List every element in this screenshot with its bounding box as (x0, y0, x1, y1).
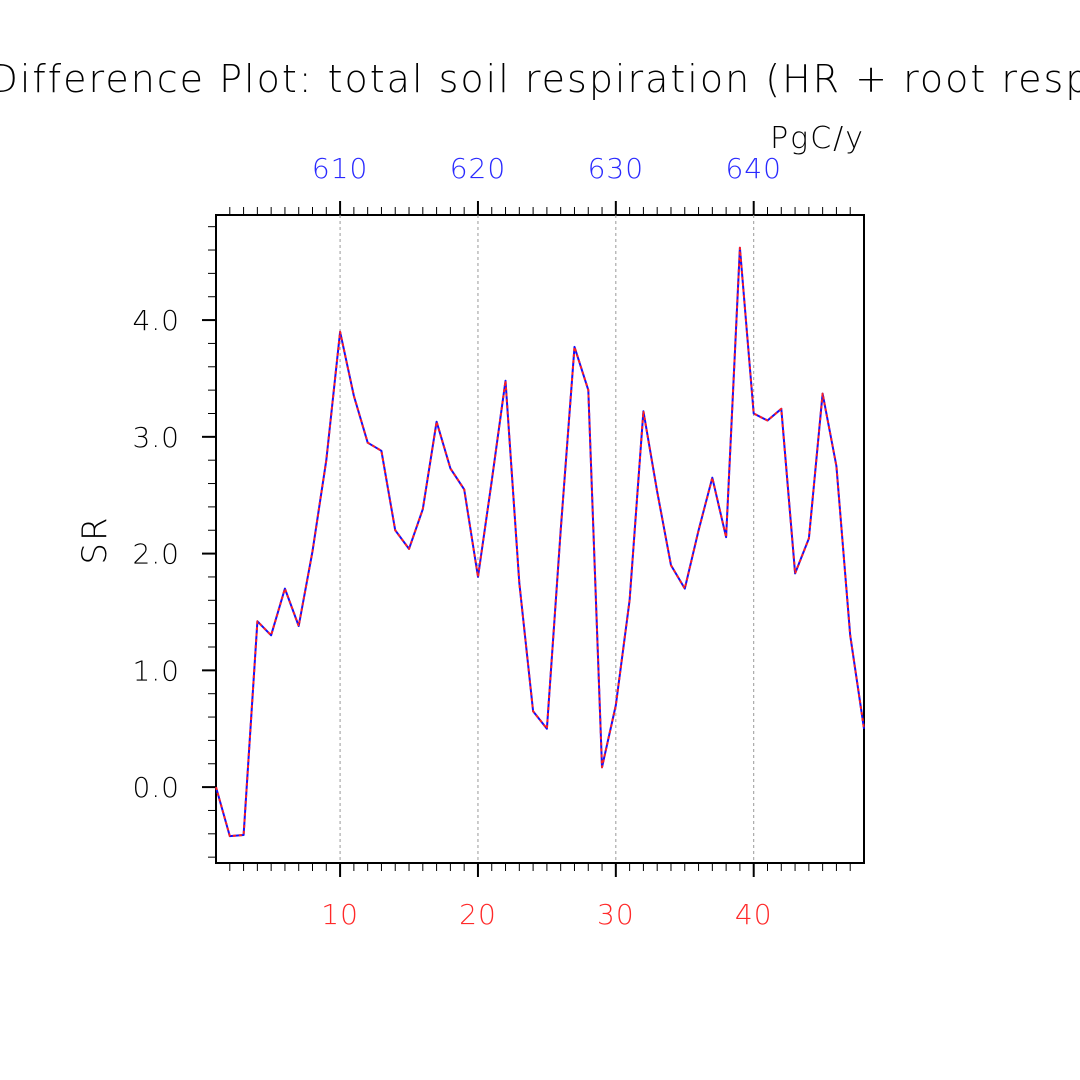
y-tick-label: 1.0 (132, 654, 180, 687)
y-axis-label: SR (75, 515, 115, 564)
series-line-blue (215, 246, 865, 838)
x-tick-label-bottom: 20 (459, 898, 497, 931)
series-line-red (215, 246, 865, 838)
x-tick-label-top: 630 (588, 152, 644, 185)
x-tick-label-bottom: 30 (597, 898, 635, 931)
y-tick-label: 2.0 (132, 538, 180, 571)
x-tick-label-top: 610 (312, 152, 368, 185)
chart-title: Difference Plot: total soil respiration … (0, 57, 1080, 101)
axis-ticks (202, 201, 851, 877)
y-tick-label: 4.0 (132, 304, 180, 337)
y-tick-label: 0.0 (132, 771, 180, 804)
data-series (215, 246, 865, 838)
x-tick-label-top: 620 (450, 152, 506, 185)
x-tick-label-top: 640 (725, 152, 781, 185)
grid-lines (339, 215, 755, 863)
x-tick-label-bottom: 40 (735, 898, 773, 931)
x-tick-label-bottom: 10 (321, 898, 359, 931)
plot-frame (215, 214, 865, 864)
y-tick-label: 3.0 (132, 421, 180, 454)
units-label: PgC/y (770, 121, 865, 156)
tick-labels: 10 610 20 620 30 630 40 640 0.0 1.0 2.0 3.0 4.0 (132, 152, 781, 931)
